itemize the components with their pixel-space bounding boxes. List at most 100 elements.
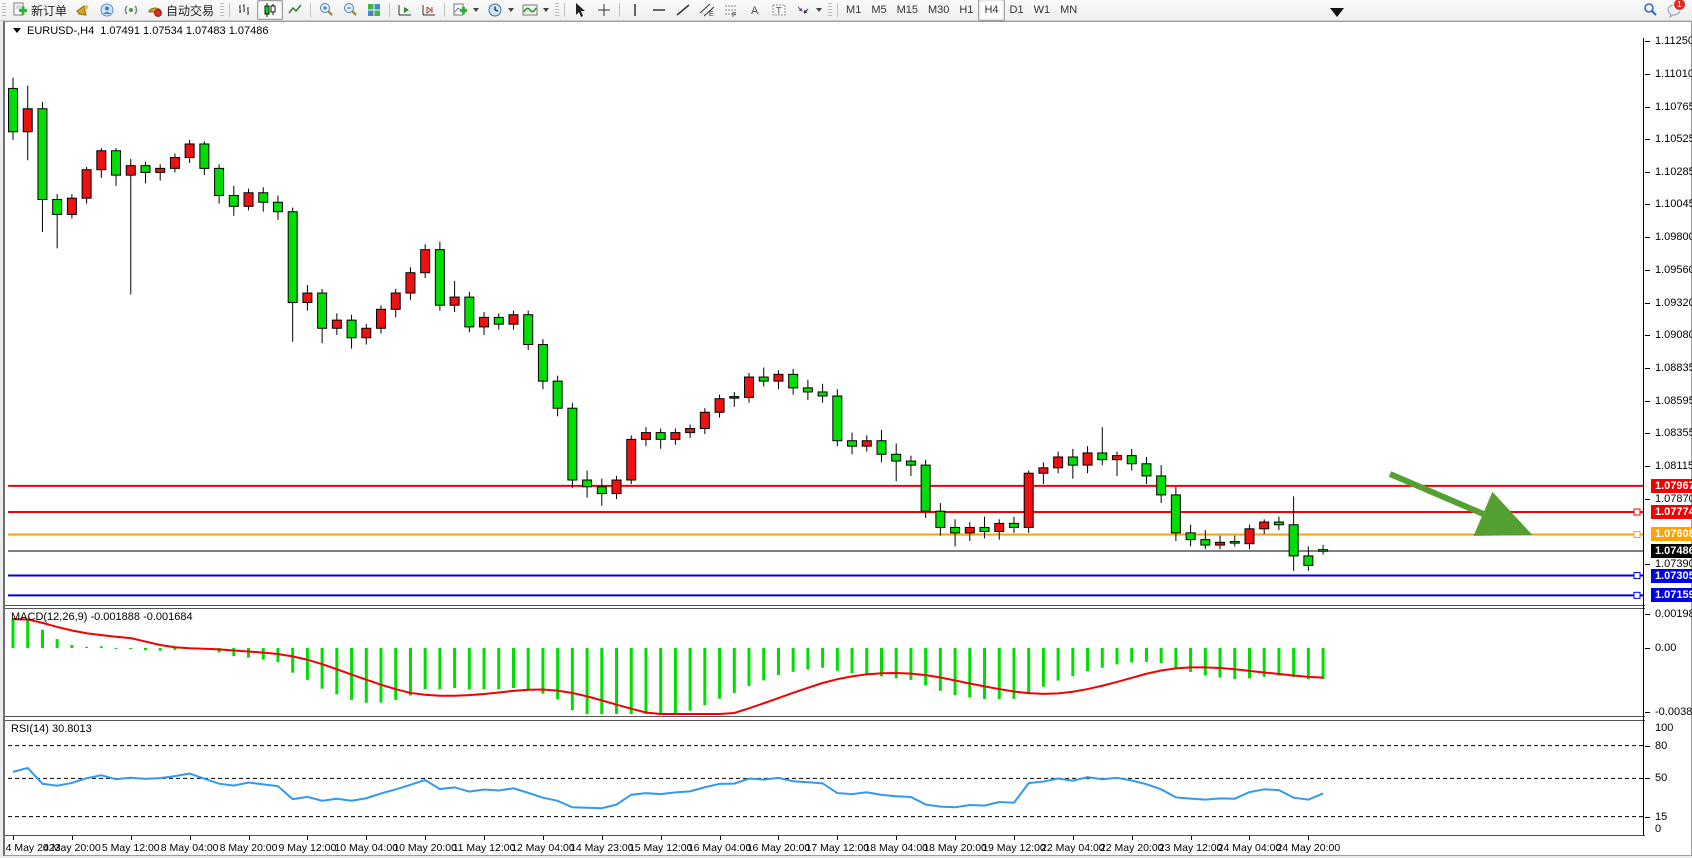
timeframe-button-w1[interactable]: W1 <box>1033 4 1051 16</box>
rsi-line <box>12 766 1324 810</box>
macd-label: MACD(12,26,9) -0.001888 -0.001684 <box>11 611 193 623</box>
candle-body <box>1126 455 1137 465</box>
chat-button[interactable]: 1 <box>1662 0 1686 19</box>
line-handle[interactable] <box>1633 591 1641 599</box>
community-button[interactable] <box>95 1 119 19</box>
candle-body <box>258 192 269 203</box>
vertical-line-tool[interactable] <box>623 1 647 19</box>
zoom-in-button[interactable] <box>314 1 338 19</box>
line-chart-button[interactable] <box>283 1 307 19</box>
candle-body <box>37 108 48 201</box>
trend-arrow-annotation[interactable] <box>1388 471 1533 536</box>
templates-caret <box>543 8 550 12</box>
macd-histogram-bar <box>1306 648 1310 680</box>
axis-tick <box>1645 465 1650 467</box>
new-order-button[interactable]: 新订单 <box>8 1 71 19</box>
time-tick-label: 17 May 12:00 <box>805 842 870 854</box>
time-axis[interactable]: 4 May 2023 4 May 20:00 5 May 12:00 8 May 04… <box>5 22 1645 855</box>
timeframe-button-h4[interactable]: H4 <box>978 0 1005 21</box>
price-axis[interactable] <box>1643 38 1690 835</box>
autotrading-button[interactable]: 自动交易 <box>143 1 218 19</box>
search-button[interactable] <box>1638 1 1662 19</box>
main-price-chart[interactable] <box>8 38 1643 605</box>
candle-body <box>1038 467 1049 474</box>
panel-divider[interactable] <box>5 720 1645 721</box>
candle-body <box>169 157 180 169</box>
macd-histogram-bar <box>129 648 133 650</box>
axis-tick <box>1645 269 1650 271</box>
macd-histogram-bar <box>776 648 780 676</box>
trendline-tool[interactable] <box>671 1 695 19</box>
timeframe-toolbar: M1 M5 M15 M30 H1 H4 D1 W1 MN <box>841 0 1082 21</box>
chart-shift-marker-icon[interactable] <box>1330 8 1344 17</box>
panel-divider[interactable] <box>5 605 1645 606</box>
signals-button[interactable] <box>119 1 143 19</box>
timeframe-button-m5[interactable]: M5 <box>871 4 887 16</box>
macd-histogram-bar <box>541 648 545 694</box>
panel-divider[interactable] <box>5 716 1645 717</box>
timeframe-button-m30[interactable]: M30 <box>928 4 950 16</box>
candle-body <box>626 438 637 481</box>
tile-windows-button[interactable] <box>362 1 386 19</box>
horizontal-line-tool[interactable] <box>647 1 671 19</box>
timeframe-button-m15[interactable]: M15 <box>896 4 918 16</box>
candle-body <box>1318 549 1329 552</box>
candle-body <box>567 407 578 481</box>
text-tool[interactable]: A <box>743 1 767 19</box>
time-tick <box>1249 836 1251 840</box>
zoom-in-icon <box>318 2 334 18</box>
candle-body <box>434 249 445 306</box>
templates-button[interactable] <box>518 1 553 19</box>
timeframe-button-m1[interactable]: M1 <box>846 4 862 16</box>
crosshair-tool-button[interactable] <box>592 1 616 19</box>
macd-histogram-bar <box>1056 648 1060 681</box>
svg-text:T: T <box>776 6 782 16</box>
shapes-tool[interactable] <box>791 1 826 19</box>
timeframe-button-d1[interactable]: D1 <box>1009 4 1024 16</box>
candlestick-chart-button[interactable] <box>257 0 284 20</box>
toolbar-separator <box>444 3 446 17</box>
price-tick-label: 1.08115 <box>1655 459 1692 472</box>
macd-histogram-bar <box>747 648 751 686</box>
panel-divider[interactable] <box>5 608 1645 609</box>
price-tick-label: 1.10285 <box>1655 165 1692 178</box>
time-tick <box>660 836 662 840</box>
macd-histogram-bar <box>806 648 810 670</box>
macd-histogram-bar <box>938 648 942 691</box>
candle-body <box>52 199 63 215</box>
cursor-tool-button[interactable] <box>568 1 592 19</box>
symbol-dropdown-icon[interactable] <box>13 28 21 33</box>
periods-button[interactable] <box>483 1 518 19</box>
line-handle[interactable] <box>1633 572 1641 580</box>
line-handle[interactable] <box>1633 508 1641 516</box>
price-tick-label: 1.09800 <box>1655 231 1692 244</box>
line-chart-icon <box>287 2 303 18</box>
zoom-out-button[interactable] <box>338 1 362 19</box>
megaphone-button[interactable] <box>71 1 95 19</box>
text-label-tool[interactable]: T <box>767 1 791 19</box>
rsi-panel[interactable] <box>8 721 1643 835</box>
chart-title-bar: EURUSD-,H4 1.07491 1.07534 1.07483 1.074… <box>5 22 1691 39</box>
timeframe-button-h1[interactable]: H1 <box>959 4 974 16</box>
channel-tool[interactable]: E <box>695 1 719 19</box>
candle-body <box>111 150 122 176</box>
macd-histogram-bar <box>1100 648 1104 668</box>
toolbar-grip <box>555 3 560 17</box>
indicators-button[interactable] <box>448 1 483 19</box>
timeframe-button-mn[interactable]: MN <box>1060 4 1078 16</box>
macd-histogram-bar <box>865 648 869 675</box>
fibonacci-tool[interactable]: F <box>719 1 743 19</box>
line-handle[interactable] <box>1633 530 1641 538</box>
macd-panel[interactable] <box>8 609 1643 716</box>
axis-tick <box>1645 335 1650 337</box>
autoscroll-button[interactable] <box>393 1 417 19</box>
axis-tick <box>1645 648 1650 649</box>
macd-histogram-bar <box>55 639 59 648</box>
chart-shift-button[interactable] <box>417 1 441 19</box>
chart-window[interactable]: EURUSD-,H4 1.07491 1.07534 1.07483 1.074… <box>3 21 1692 856</box>
time-tick <box>484 836 486 840</box>
toolbar-grip <box>828 3 833 17</box>
candle-body <box>508 314 519 325</box>
candle-body <box>361 327 372 339</box>
bar-chart-button[interactable] <box>233 1 257 19</box>
